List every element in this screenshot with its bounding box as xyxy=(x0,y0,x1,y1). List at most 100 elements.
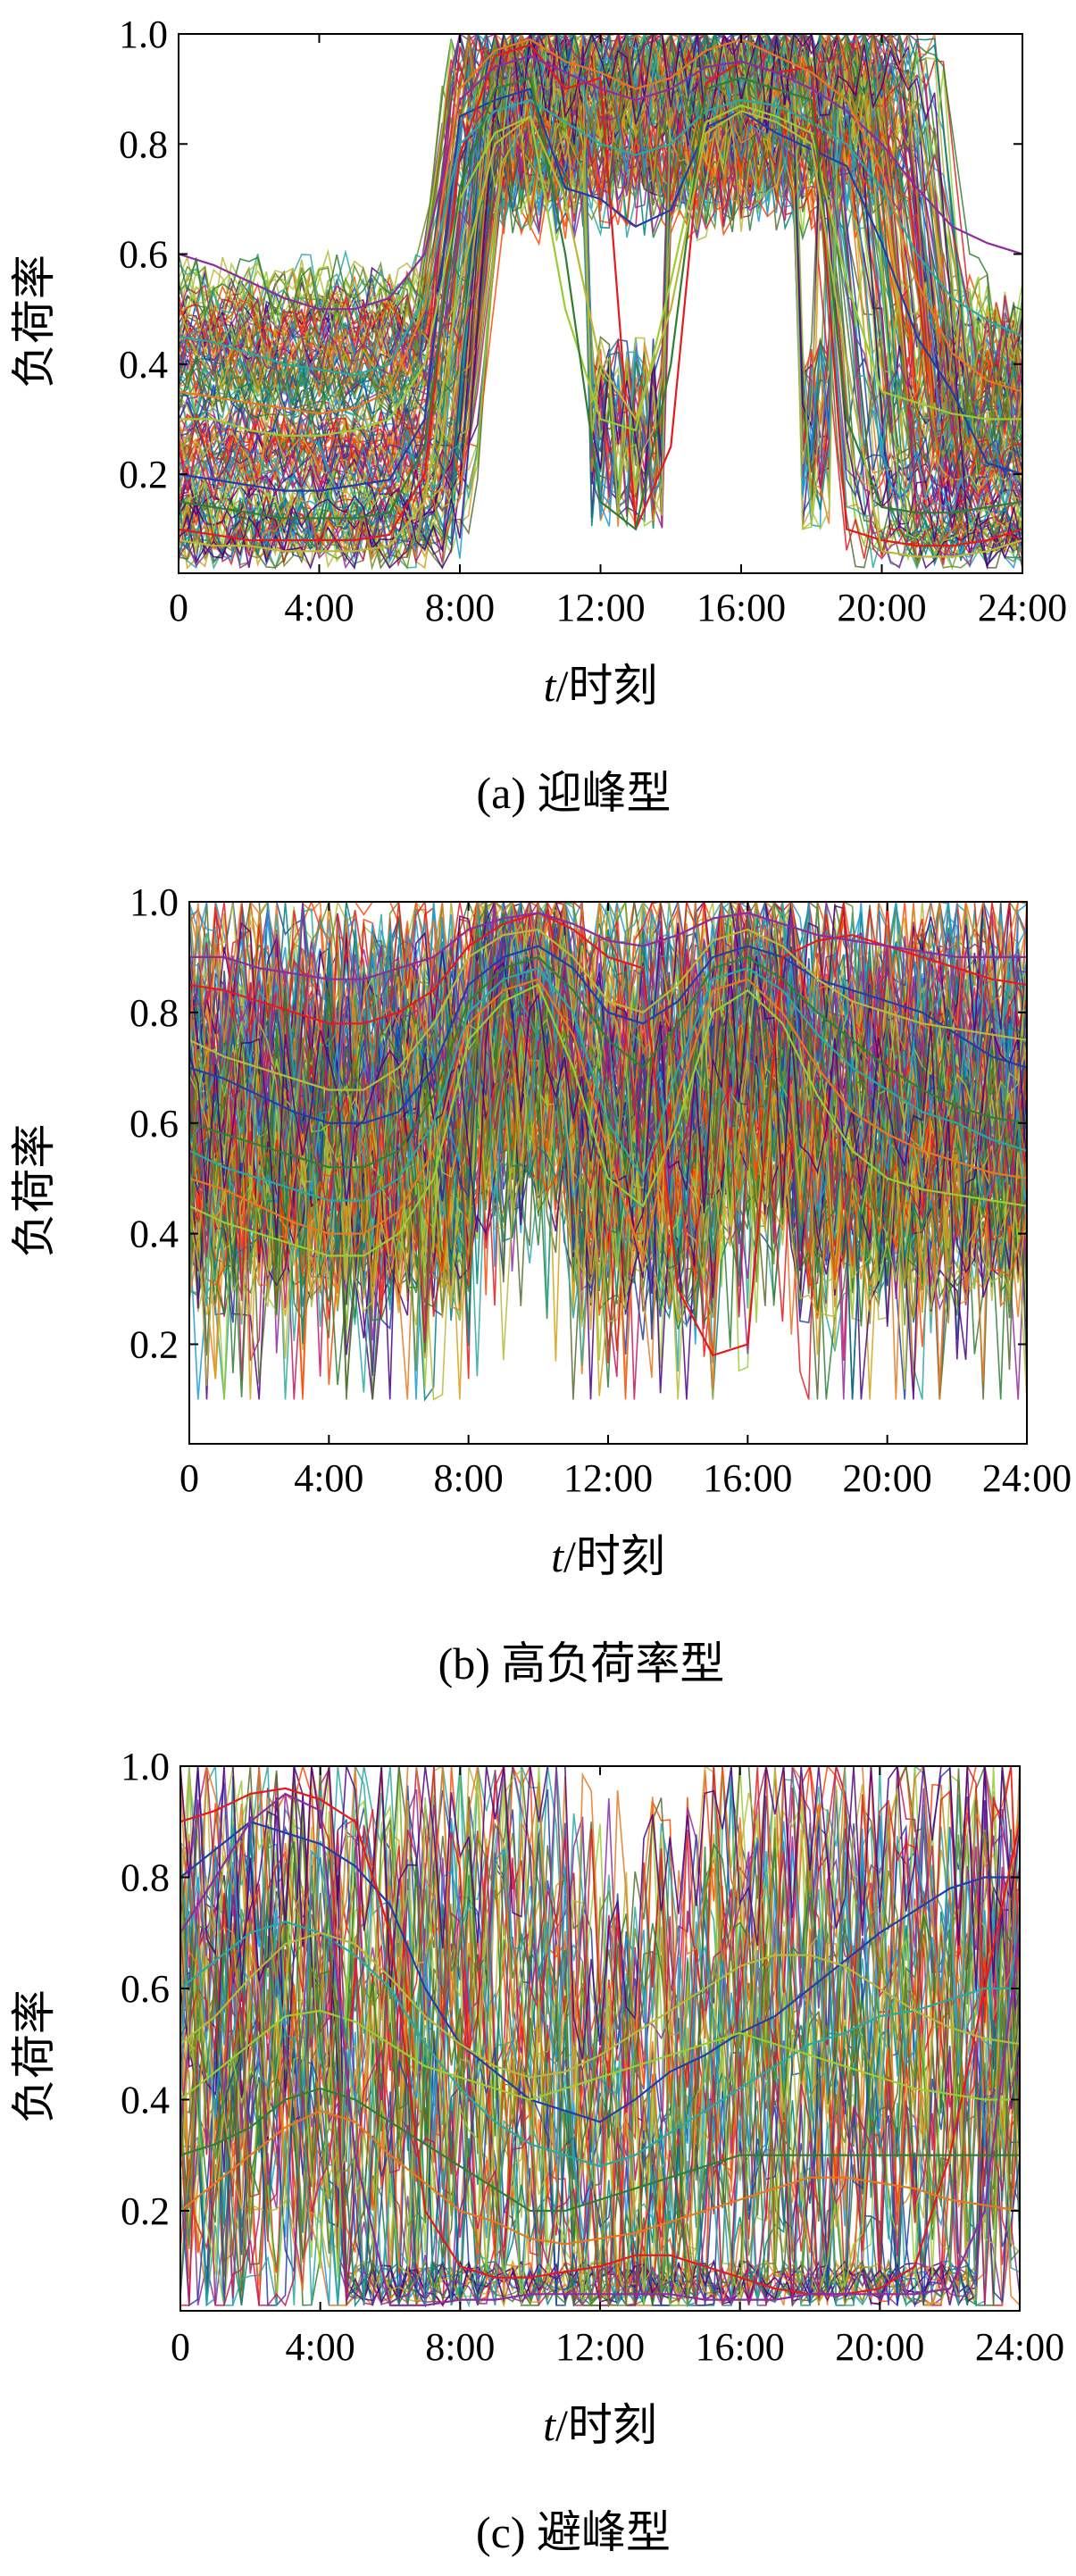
background-curve xyxy=(179,97,1022,530)
series-line-3 xyxy=(189,967,1027,1202)
y-tick-label: 0.2 xyxy=(119,453,168,496)
y-axis-label: 负荷率 xyxy=(9,1124,59,1258)
background-curve xyxy=(179,107,1022,565)
series-line-3 xyxy=(179,98,1022,377)
x-tick-label: 4:00 xyxy=(286,2325,355,2369)
x-axis-unit: /时刻 xyxy=(556,661,658,711)
chart-panel-1: 0 4:00 8:00 12:00 16:00 20:00 24:00 0.2 0.4 0.6 0.… xyxy=(9,13,1067,818)
series-line-7 xyxy=(180,1931,1020,2079)
y-tick-label: 1.0 xyxy=(121,1745,170,1788)
y-tick-label: 0.8 xyxy=(129,991,179,1035)
background-curve xyxy=(189,902,1027,1245)
background-curve xyxy=(179,93,1022,498)
y-tick-label: 0.2 xyxy=(129,1323,179,1367)
y-tick-label: 0.8 xyxy=(119,122,168,166)
plot-area xyxy=(189,902,1027,1402)
y-tick-label: 1.0 xyxy=(129,880,179,924)
chart-panel-2: 0 4:00 8:00 12:00 16:00 20:00 24:00 0.2 0.4 0.6 0.… xyxy=(9,880,1072,1688)
background-curve xyxy=(179,111,1022,495)
x-tick-label: 20:00 xyxy=(837,586,926,629)
background-curve xyxy=(189,902,1027,1285)
background-curve xyxy=(179,34,1022,556)
y-tick-label: 0.6 xyxy=(129,1102,179,1146)
series-line-1 xyxy=(179,88,1022,492)
series-line-1 xyxy=(189,945,1027,1124)
background-curve xyxy=(180,1825,1020,2180)
x-tick-label: 4:00 xyxy=(294,1456,363,1500)
series-line-8 xyxy=(189,978,1027,1265)
y-tick-label: 0.6 xyxy=(121,1967,170,2011)
background-curves xyxy=(179,34,1022,571)
x-tick-label: 12:00 xyxy=(555,2325,645,2369)
x-tick-label: 8:00 xyxy=(425,2325,495,2369)
x-axis-label: t/时刻 xyxy=(551,1531,665,1581)
x-axis-variable: t xyxy=(544,661,557,711)
y-tick-label: 0.4 xyxy=(129,1213,179,1256)
panel-caption: (b) 高负荷率型 xyxy=(438,1638,725,1688)
x-tick-label: 0 xyxy=(179,1456,199,1500)
panel-caption: (c) 避峰型 xyxy=(476,2507,671,2557)
background-curves xyxy=(189,902,1027,1402)
x-tick-label: 12:00 xyxy=(555,586,645,629)
x-tick-label: 24:00 xyxy=(982,1456,1072,1500)
series-line-4 xyxy=(189,983,1027,1257)
background-curve xyxy=(179,55,1022,443)
series-line-2 xyxy=(179,44,1022,547)
y-axis-label: 负荷率 xyxy=(9,254,59,388)
series-line-5 xyxy=(179,54,1022,311)
series-line-2 xyxy=(180,1787,1020,2296)
series-line-6 xyxy=(180,2087,1020,2213)
y-tick-label: 1.0 xyxy=(119,13,168,56)
series-line-5 xyxy=(180,1792,1020,2306)
background-curve xyxy=(179,65,1022,510)
series-line-7 xyxy=(189,928,1027,1091)
series-line-8 xyxy=(179,38,1022,415)
background-curve xyxy=(180,2035,1020,2308)
x-axis-unit: /时刻 xyxy=(555,2400,657,2450)
x-tick-label: 20:00 xyxy=(835,2325,924,2369)
background-curve xyxy=(179,56,1022,521)
series-line-6 xyxy=(179,76,1022,531)
x-tick-label: 16:00 xyxy=(703,1456,792,1500)
background-curve xyxy=(179,51,1022,530)
background-curve xyxy=(180,1818,1020,2226)
x-axis-label: t/时刻 xyxy=(544,661,658,711)
series-line-1 xyxy=(180,1820,1020,2123)
background-curve xyxy=(189,902,1027,1185)
x-tick-label: 12:00 xyxy=(563,1456,653,1500)
x-tick-label: 16:00 xyxy=(696,2325,785,2369)
x-tick-label: 24:00 xyxy=(975,2325,1064,2369)
series-line-8 xyxy=(180,2109,1020,2246)
background-curve xyxy=(189,902,1027,1141)
background-curve xyxy=(180,1798,1020,2182)
x-tick-label: 20:00 xyxy=(843,1456,932,1500)
background-curve xyxy=(179,115,1022,523)
series-line-4 xyxy=(180,2009,1020,2101)
background-curve xyxy=(179,34,1022,561)
background-curve xyxy=(179,73,1022,437)
y-tick-label: 0.8 xyxy=(121,1855,170,1899)
x-tick-label: 4:00 xyxy=(284,586,354,629)
x-axis-unit: /时刻 xyxy=(563,1531,665,1581)
background-curve xyxy=(180,1847,1020,2247)
y-tick-label: 0.4 xyxy=(121,2078,170,2122)
background-curve xyxy=(179,34,1022,567)
background-curve xyxy=(180,1885,1020,2297)
plot-area xyxy=(179,34,1022,571)
background-curve xyxy=(179,117,1022,429)
x-tick-label: 8:00 xyxy=(434,1456,504,1500)
background-curve xyxy=(189,902,1027,1254)
x-tick-label: 8:00 xyxy=(425,586,495,629)
background-curve xyxy=(180,1766,1020,2060)
x-tick-label: 0 xyxy=(171,2325,190,2369)
series-line-7 xyxy=(179,110,1022,558)
background-curve xyxy=(189,1003,1027,1400)
background-curve xyxy=(179,34,1022,505)
panel-caption: (a) 迎峰型 xyxy=(477,768,671,818)
background-curve xyxy=(180,1831,1020,2238)
background-curve xyxy=(179,78,1022,479)
background-curve xyxy=(189,902,1027,1194)
background-curve xyxy=(179,71,1022,496)
background-curve xyxy=(180,1957,1020,2306)
